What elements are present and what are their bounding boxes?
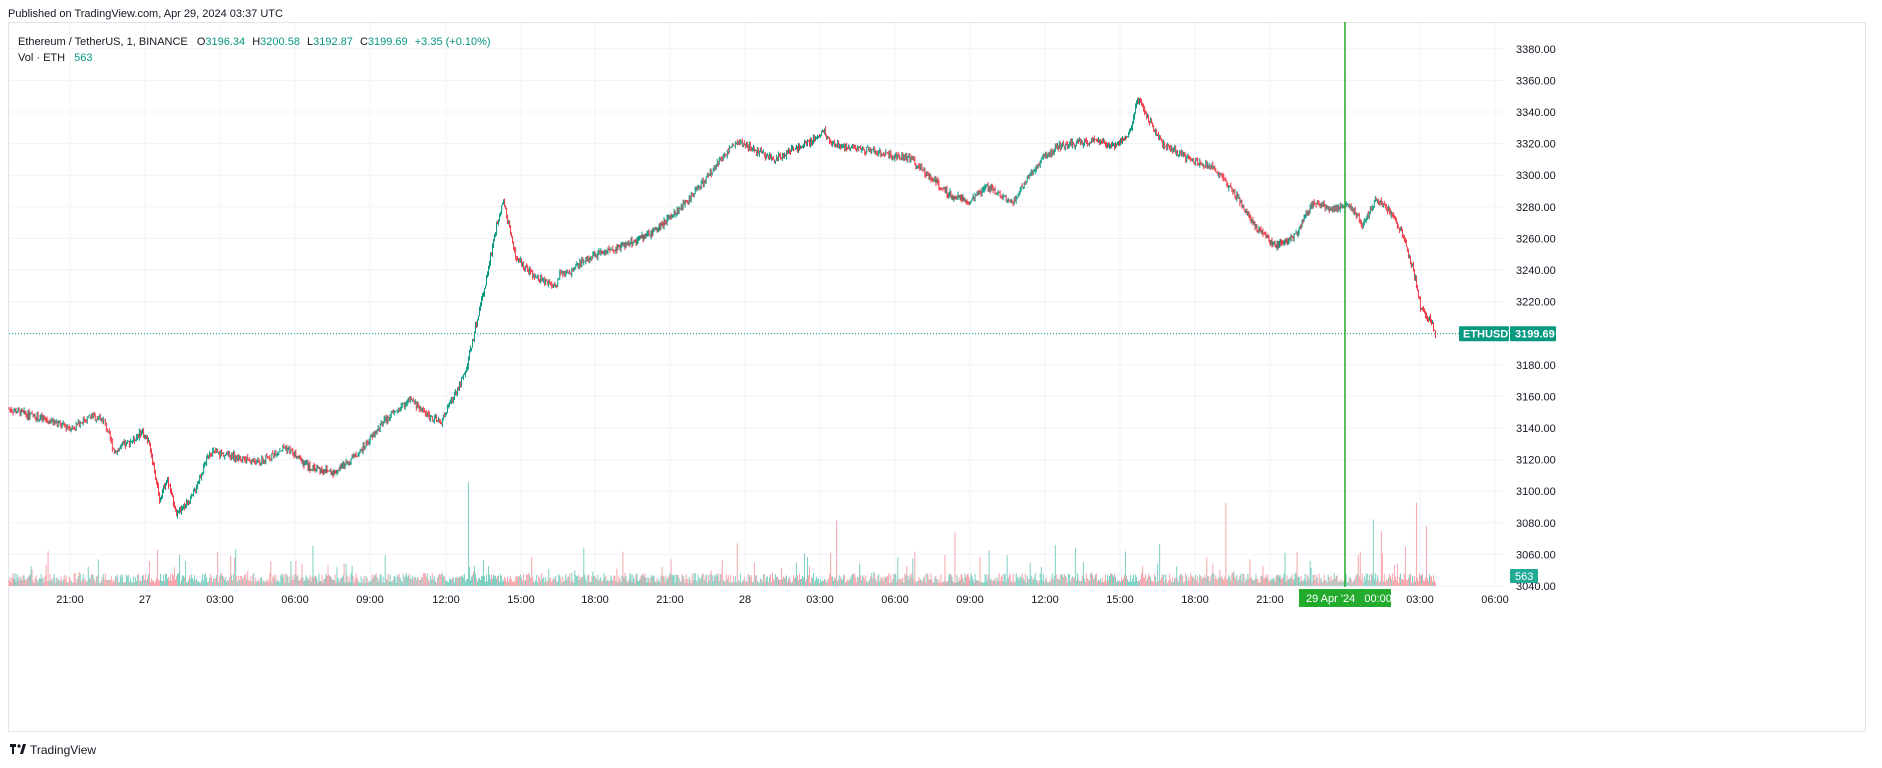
time-tick-label: 09:00 [956,594,984,606]
price-tag-symbol: ETHUSDT [1463,329,1515,341]
price-tick-label: 3280.00 [1516,202,1556,214]
price-tick-label: 3060.00 [1516,549,1556,561]
grid [9,23,1505,587]
price-tick-label: 3380.00 [1516,44,1556,56]
volume-value: 563 [74,52,93,64]
price-tick-label: 3260.00 [1516,233,1556,245]
volume-tag: 563 [1510,569,1538,583]
time-tick-label: 15:00 [1106,594,1134,606]
tradingview-brand[interactable]: TradingView [10,743,96,757]
crosshair-time-text: 29 Apr '24 00:00 [1306,593,1392,605]
volume-label[interactable]: Vol · ETH [18,52,66,64]
price-tag-value: 3199.69 [1515,329,1555,341]
time-tick-label: 06:00 [1481,594,1509,606]
time-tick-label: 12:00 [1031,594,1059,606]
chart-frame [8,22,1866,732]
low-label: L [307,36,314,48]
price-tick-label: 3220.00 [1516,297,1556,309]
brand-name: TradingView [30,743,97,757]
time-tick-label: 03:00 [1406,594,1434,606]
high-label: H [252,36,261,48]
time-tick-label: 28 [739,594,751,606]
price-tag: ETHUSDT 3199.69 [1459,326,1556,342]
price-axis[interactable]: 3040.00 3060.00 3080.00 3100.00 3120.00 3140.… [1516,44,1556,593]
symbol-title[interactable]: Ethereum / TetherUS, 1, BINANCE [18,36,188,48]
time-tick-label: 21:00 [656,594,684,606]
ohlc-legend: Ethereum / TetherUS, 1, BINANCE O3196.34… [18,34,491,50]
time-tick-label: 27 [139,594,151,606]
price-tick-label: 3120.00 [1516,455,1556,467]
published-label: Published on TradingView.com, Apr 29, 20… [8,8,283,20]
close-value: 3199.69 [367,36,408,48]
volume-histogram [8,481,1436,586]
time-tick-label: 15:00 [507,594,535,606]
change-value: +3.35 (+0.10%) [414,36,491,48]
high-value: 3200.58 [260,36,300,48]
close-label: C [359,36,368,48]
low-value: 3192.87 [313,36,353,48]
time-tick-label: 21:00 [56,594,84,606]
crosshair-time-label: 29 Apr '24 00:00 [1299,589,1392,607]
price-tick-label: 3360.00 [1516,75,1556,87]
price-tick-label: 3080.00 [1516,518,1556,530]
price-tick-label: 3180.00 [1516,360,1556,372]
price-tick-label: 3340.00 [1516,107,1556,119]
price-tick-label: 3300.00 [1516,170,1556,182]
time-tick-label: 03:00 [206,594,234,606]
time-tick-label: 09:00 [356,594,384,606]
chart-legend: Ethereum / TetherUS, 1, BINANCE O3196.34… [18,34,491,66]
open-value: 3196.34 [205,36,246,48]
price-tick-label: 3040.00 [1516,581,1556,593]
price-tick-label: 3140.00 [1516,423,1556,435]
time-tick-label: 12:00 [432,594,460,606]
price-tick-label: 3160.00 [1516,391,1556,403]
price-tick-label: 3100.00 [1516,486,1556,498]
time-tick-label: 03:00 [806,594,834,606]
time-axis[interactable]: 21:00 27 03:00 06:00 09:00 12:00 15:00 18:00 21:… [56,594,1509,606]
time-tick-label: 18:00 [1181,594,1209,606]
price-tick-label: 3240.00 [1516,265,1556,277]
time-tick-label: 06:00 [281,594,309,606]
tradingview-logo-icon [10,743,26,757]
price-tick-label: 3320.00 [1516,139,1556,151]
volume-tag-value: 563 [1515,571,1533,583]
open-label: O [196,36,206,48]
time-tick-label: 18:00 [581,594,609,606]
candlesticks [8,97,1436,519]
time-tick-label: 06:00 [881,594,909,606]
volume-legend: Vol · ETH 563 [18,50,491,66]
time-tick-label: 21:00 [1256,594,1284,606]
